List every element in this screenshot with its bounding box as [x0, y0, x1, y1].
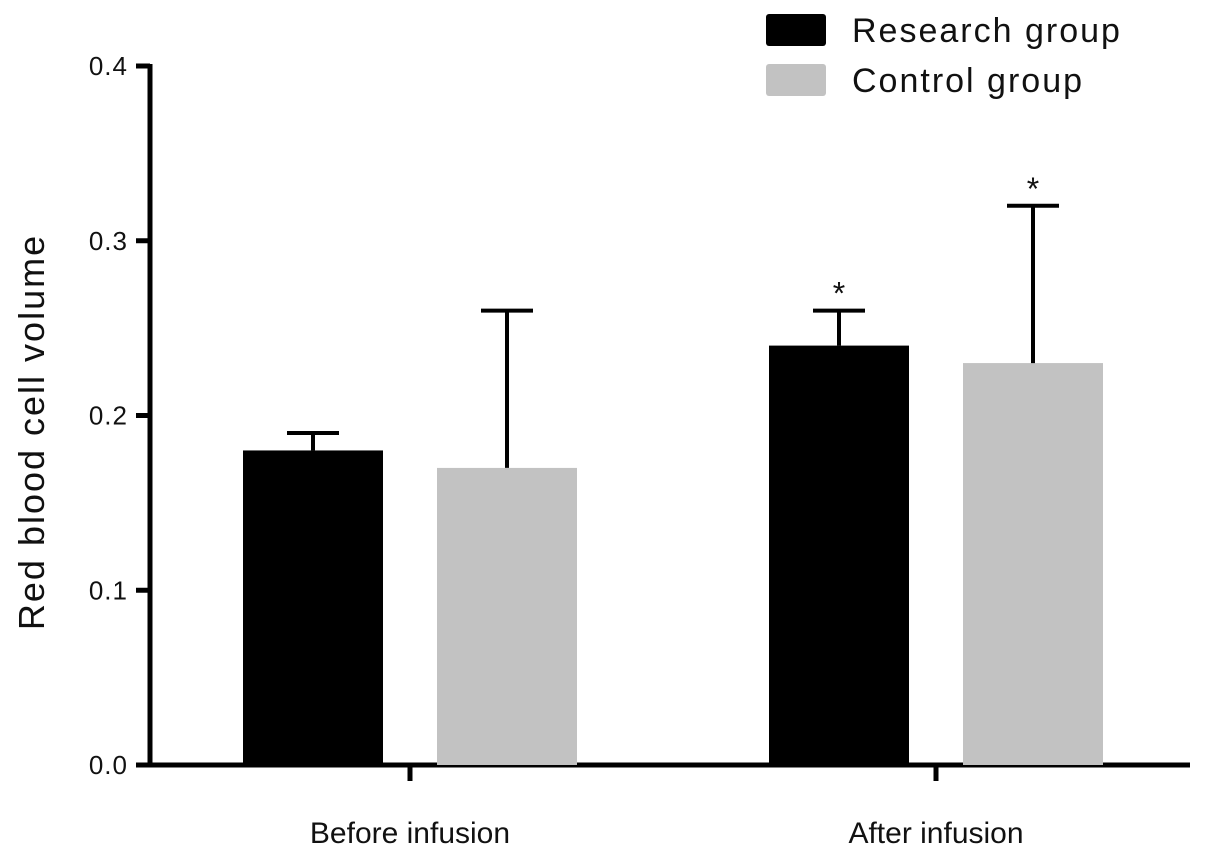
x-category-label: Before infusion [310, 817, 510, 850]
x-axis: Before infusion After infusion [148, 762, 1190, 850]
x-category-label: After infusion [848, 817, 1023, 850]
bars-group: ** [243, 171, 1103, 765]
y-tick-label: 0.2 [89, 401, 128, 431]
bar-research-after [769, 345, 909, 765]
legend: Research group Control group [766, 12, 1122, 100]
significance-marker: * [1027, 171, 1039, 207]
bar-control-after [963, 363, 1103, 765]
legend-swatch [766, 14, 826, 46]
significance-marker: * [833, 276, 845, 312]
y-tick-label: 0.0 [89, 750, 128, 780]
y-tick-label: 0.1 [89, 575, 128, 605]
legend-swatch [766, 64, 826, 96]
legend-label: Research group [852, 12, 1122, 50]
bar-control-before [437, 467, 577, 765]
legend-label: Control group [852, 62, 1084, 100]
bar-research-before [243, 450, 383, 765]
y-tick-label: 0.3 [89, 226, 128, 256]
y-axis-title: Red blood cell volume [11, 234, 52, 630]
y-axis: 0.0 0.1 0.2 0.3 0.4 [89, 51, 153, 780]
y-tick-label: 0.4 [89, 51, 128, 81]
